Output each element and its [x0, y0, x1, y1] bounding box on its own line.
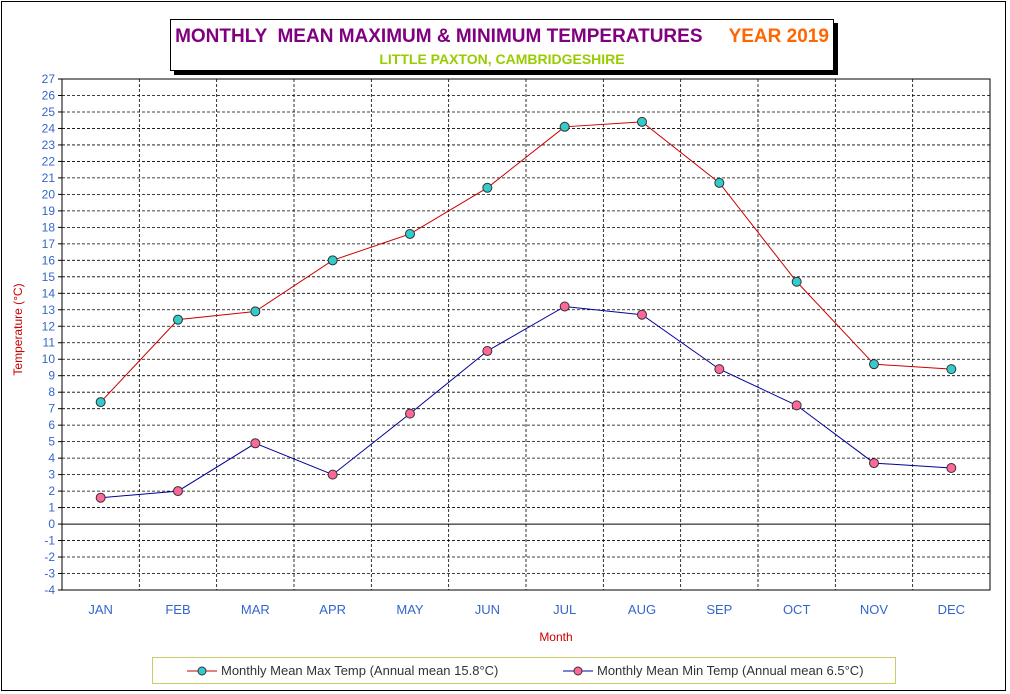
- x-tick-label: JUN: [475, 602, 500, 617]
- y-tick-label: -2: [44, 550, 55, 564]
- chart-title: MONTHLY MEAN MAXIMUM & MINIMUM TEMPERATU…: [171, 26, 833, 48]
- y-tick-label: 2: [48, 484, 55, 498]
- y-tick-label: 27: [42, 72, 56, 86]
- y-tick-label: -1: [44, 534, 55, 548]
- chart-legend: Monthly Mean Max Temp (Annual mean 15.8°…: [152, 657, 896, 684]
- y-tick-label: 1: [48, 501, 55, 515]
- data-point-max: [559, 121, 570, 132]
- legend-min-label: Monthly Mean Min Temp (Annual mean 6.5°C…: [597, 663, 864, 678]
- chart-title-box: MONTHLY MEAN MAXIMUM & MINIMUM TEMPERATU…: [170, 19, 834, 71]
- data-point-min: [482, 345, 493, 356]
- data-point-min: [559, 301, 570, 312]
- y-tick-label: 10: [42, 352, 56, 366]
- y-tick-label: 20: [42, 187, 56, 201]
- x-tick-label: MAR: [241, 602, 270, 617]
- x-tick-label: OCT: [783, 602, 811, 617]
- y-tick-label: 22: [42, 154, 56, 168]
- y-tick-label: 4: [48, 451, 55, 465]
- data-point-min: [95, 492, 106, 503]
- data-point-min: [173, 486, 183, 497]
- y-axis-title: Temperature (°C): [11, 283, 25, 375]
- data-point-max: [946, 364, 957, 375]
- data-point-min: [714, 364, 725, 375]
- y-tick-label: 6: [48, 418, 55, 432]
- legend-item-max: Monthly Mean Max Temp (Annual mean 15.8°…: [187, 663, 498, 678]
- data-point-min: [946, 463, 957, 474]
- y-tick-label: 25: [42, 105, 56, 119]
- legend-max-symbol: [187, 666, 217, 675]
- chart-title-main: MONTHLY MEAN MAXIMUM & MINIMUM TEMPERATU…: [175, 26, 703, 47]
- data-point-max: [95, 397, 106, 408]
- y-tick-label: 23: [42, 138, 56, 152]
- x-tick-label: SEP: [706, 602, 732, 617]
- series-line-min: [100, 305, 952, 499]
- y-tick-label: 17: [42, 237, 56, 251]
- x-tick-label: FEB: [165, 602, 190, 617]
- y-tick-label: 16: [42, 253, 56, 267]
- data-point-max: [637, 116, 647, 127]
- legend-item-min: Monthly Mean Min Temp (Annual mean 6.5°C…: [563, 663, 864, 678]
- legend-min-symbol: [563, 666, 593, 675]
- series-line-max: [100, 121, 952, 403]
- data-point-max: [405, 228, 415, 239]
- y-tick-label: 15: [42, 270, 56, 284]
- x-tick-label: APR: [319, 602, 346, 617]
- y-tick-label: 24: [42, 121, 56, 135]
- y-tick-label: 13: [42, 303, 56, 317]
- y-tick-label: 3: [48, 468, 55, 482]
- data-point-min: [791, 400, 802, 411]
- y-tick-label: 14: [42, 286, 56, 300]
- x-tick-label: JAN: [88, 602, 113, 617]
- y-tick-label: 7: [48, 402, 55, 416]
- x-tick-label: JUL: [553, 602, 576, 617]
- chart-subtitle: LITTLE PAXTON, CAMBRIDGESHIRE: [379, 51, 625, 67]
- data-point-max: [250, 306, 261, 317]
- data-point-max: [173, 314, 183, 325]
- y-tick-label: 21: [42, 171, 56, 185]
- x-tick-label: DEC: [938, 602, 965, 617]
- x-tick-label: NOV: [860, 602, 889, 617]
- y-tick-label: 18: [42, 220, 56, 234]
- data-point-min: [250, 438, 261, 449]
- y-tick-label: 5: [48, 435, 55, 449]
- chart-title-year: YEAR 2019: [728, 26, 829, 47]
- data-point-max: [714, 177, 725, 188]
- y-tick-label: 26: [42, 88, 56, 102]
- y-tick-label: 8: [48, 385, 55, 399]
- y-tick-label: -3: [44, 567, 55, 581]
- x-tick-label: MAY: [396, 602, 424, 617]
- data-point-min: [869, 458, 879, 469]
- data-point-min: [405, 408, 415, 419]
- data-point-min: [327, 469, 338, 480]
- y-tick-label: -4: [44, 583, 55, 597]
- y-tick-label: 19: [42, 204, 56, 218]
- data-point-max: [869, 359, 879, 370]
- y-tick-label: 0: [48, 517, 55, 531]
- data-point-min: [637, 309, 647, 320]
- y-tick-label: 11: [43, 336, 56, 350]
- data-point-max: [791, 276, 802, 287]
- data-point-max: [482, 182, 493, 193]
- legend-max-label: Monthly Mean Max Temp (Annual mean 15.8°…: [221, 663, 499, 678]
- y-tick-label: 9: [48, 369, 55, 383]
- x-axis-title: Month: [539, 630, 572, 644]
- data-point-max: [327, 255, 338, 266]
- y-tick-label: 12: [42, 319, 56, 333]
- x-tick-label: AUG: [628, 602, 656, 617]
